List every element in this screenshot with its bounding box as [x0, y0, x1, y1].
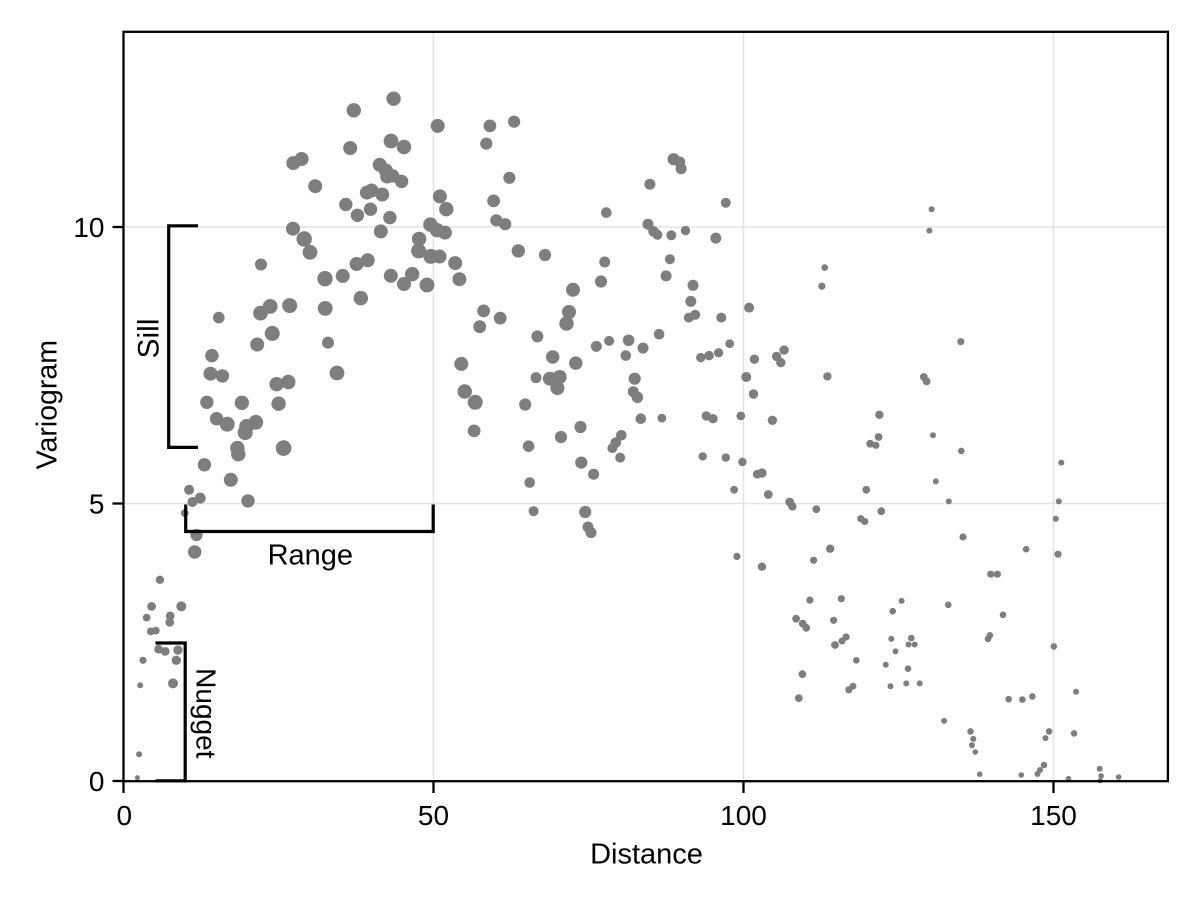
- svg-text:Nugget: Nugget: [191, 668, 222, 759]
- svg-text:Distance: Distance: [590, 838, 703, 870]
- svg-text:100: 100: [720, 800, 767, 831]
- svg-text:0: 0: [117, 800, 133, 831]
- svg-text:Variogram: Variogram: [32, 340, 64, 469]
- svg-text:150: 150: [1030, 800, 1077, 831]
- svg-text:50: 50: [418, 800, 449, 831]
- svg-text:0: 0: [89, 766, 105, 797]
- svg-text:Sill: Sill: [132, 318, 165, 358]
- svg-text:Range: Range: [268, 540, 353, 572]
- svg-text:5: 5: [89, 489, 105, 520]
- svg-text:10: 10: [73, 212, 104, 243]
